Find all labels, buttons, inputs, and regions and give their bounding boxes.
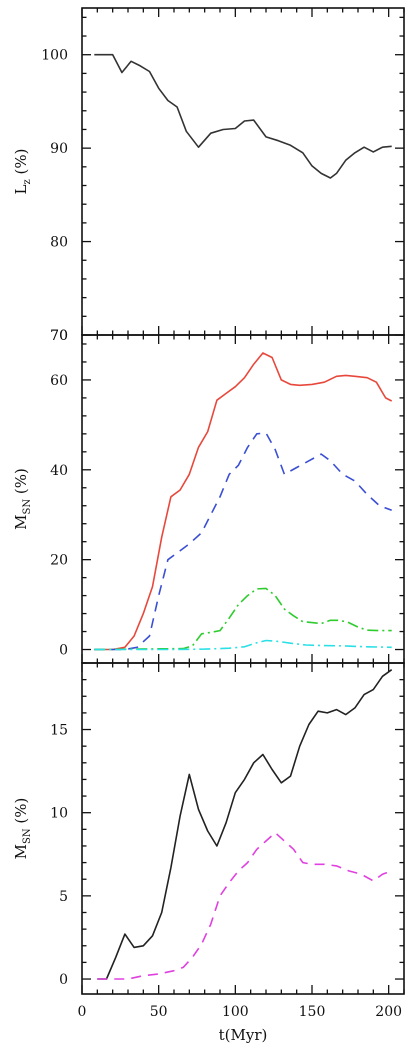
y-tick-label: 40 <box>50 463 68 479</box>
plot-frame <box>81 334 405 664</box>
y-tick-label: 70 <box>50 328 68 344</box>
x-tick-label: 100 <box>222 1004 249 1020</box>
series-line-4 <box>94 639 392 651</box>
x-tick-label: 150 <box>299 1004 326 1020</box>
series-line-3 <box>94 587 392 651</box>
x-axis-label: t(Myr) <box>219 1026 268 1044</box>
y-tick-label: 15 <box>50 723 68 739</box>
series-line-2 <box>97 831 392 980</box>
series-line-2 <box>94 432 392 651</box>
y-axis-label: MSN (%) <box>12 798 33 860</box>
y-tick-label: 60 <box>50 373 68 389</box>
y-tick-label: 70 <box>50 328 68 344</box>
series-line-1 <box>94 352 393 651</box>
panel-3: 0 5 10 15 MSN (%) 0 50 100 150 200 t(Myr) <box>12 662 405 1044</box>
x-tick-label: 200 <box>375 1004 402 1020</box>
y-tick-label: 0 <box>59 972 68 988</box>
series-line-1 <box>97 669 393 980</box>
y-tick-label: 10 <box>50 806 68 822</box>
plot-frame <box>81 662 405 995</box>
y-axis-label: Lz (%) <box>12 149 33 195</box>
y-axis-label: MSN (%) <box>12 468 33 530</box>
y-tick-label: 90 <box>50 141 68 157</box>
series-line-1 <box>94 53 392 179</box>
y-tick-label: 0 <box>59 643 68 659</box>
x-tick-label: 50 <box>150 1004 168 1020</box>
x-tick-label: 0 <box>78 1004 87 1020</box>
y-tick-label: 20 <box>50 553 68 569</box>
panel-1: 70 80 90 100 Lz (%) <box>12 7 405 344</box>
y-tick-label: 100 <box>41 48 68 64</box>
plot-frame <box>81 7 405 336</box>
panel-2: 0 20 40 60 70 MSN (%) <box>12 328 405 664</box>
y-tick-label: 5 <box>59 889 68 905</box>
y-tick-label: 80 <box>50 235 68 251</box>
